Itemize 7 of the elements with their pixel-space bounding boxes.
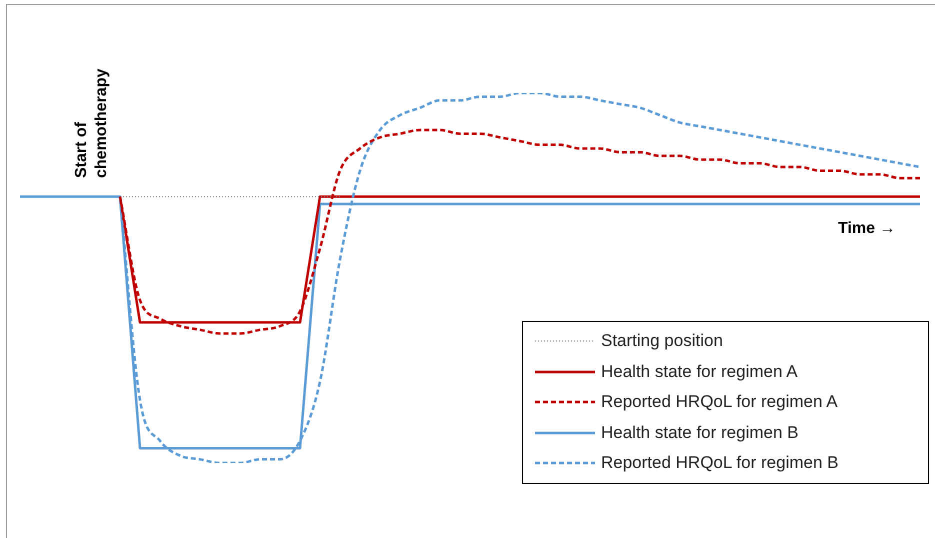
annotation: Time → xyxy=(838,220,896,238)
annotation: Start of chemotherapy xyxy=(72,68,111,178)
legend-label: Reported HRQoL for regimen A xyxy=(601,392,838,412)
legend-label: Starting position xyxy=(601,331,723,352)
legend-label: Health state for regimen A xyxy=(601,362,798,382)
legend-label: Reported HRQoL for regimen B xyxy=(601,453,838,474)
legend-label: Health state for regimen B xyxy=(601,422,798,443)
